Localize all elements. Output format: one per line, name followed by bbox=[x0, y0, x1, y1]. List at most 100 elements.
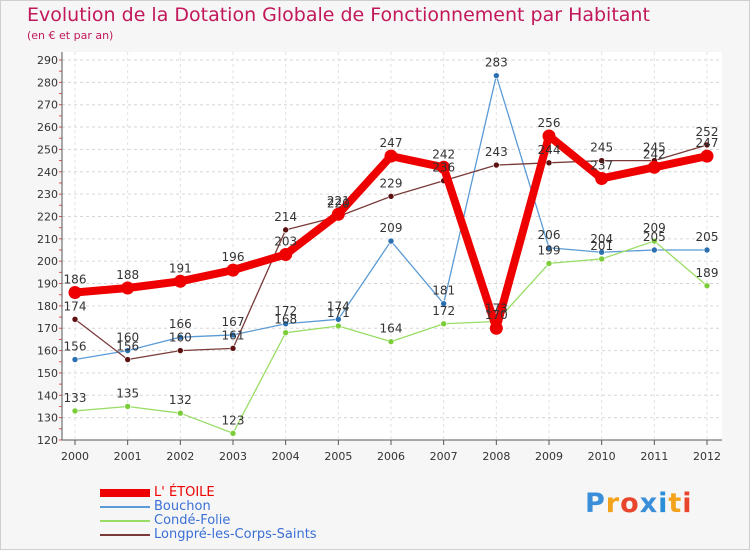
data-label: 188 bbox=[116, 268, 139, 282]
y-tick-label: 240 bbox=[37, 166, 58, 179]
data-point-cond-folie bbox=[703, 282, 711, 290]
y-tick-label: 150 bbox=[37, 367, 58, 380]
data-point-l-toile bbox=[489, 321, 503, 335]
data-label: 201 bbox=[590, 239, 613, 253]
data-label: 256 bbox=[538, 116, 561, 130]
data-point-bouchon bbox=[177, 333, 184, 341]
data-point-cond-folie bbox=[651, 237, 658, 245]
data-label: 186 bbox=[64, 272, 87, 286]
data-point-l-toile bbox=[121, 281, 135, 295]
x-tick-label: 2007 bbox=[430, 450, 458, 463]
data-point-bouchon bbox=[387, 237, 395, 245]
data-label: 247 bbox=[696, 136, 719, 150]
y-tick-label: 290 bbox=[37, 54, 58, 67]
data-point-longpr-les-corps-saints bbox=[598, 157, 605, 164]
data-label: 237 bbox=[590, 158, 613, 172]
data-label: 205 bbox=[696, 230, 719, 244]
logo-letter: x bbox=[639, 488, 659, 519]
data-point-bouchon bbox=[282, 320, 289, 328]
data-label: 242 bbox=[643, 147, 666, 161]
data-point-cond-folie bbox=[71, 407, 79, 415]
data-label: 166 bbox=[169, 317, 192, 331]
data-label: 244 bbox=[538, 143, 561, 157]
y-tick-label: 270 bbox=[37, 99, 58, 112]
legend-item: Condé-Folie bbox=[100, 514, 317, 528]
x-tick-label: 2002 bbox=[166, 450, 194, 463]
legend-label: L' ÉTOILE bbox=[154, 485, 215, 500]
data-point-cond-folie bbox=[282, 329, 289, 337]
data-label: 191 bbox=[169, 261, 192, 275]
data-point-l-toile bbox=[700, 149, 714, 163]
data-point-l-toile bbox=[68, 285, 82, 299]
logo-letter: P bbox=[585, 488, 606, 519]
data-point-l-toile bbox=[331, 207, 345, 221]
data-label: 245 bbox=[590, 141, 613, 155]
data-point-longpr-les-corps-saints bbox=[177, 347, 184, 354]
legend-label: Longpré-les-Corps-Saints bbox=[154, 527, 317, 542]
data-point-cond-folie bbox=[440, 320, 447, 328]
data-label: 132 bbox=[169, 393, 192, 407]
x-tick-label: 2004 bbox=[272, 450, 300, 463]
chart-legend: L' ÉTOILE Bouchon Condé-Folie Longpré-les-C… bbox=[100, 486, 317, 542]
data-label: 168 bbox=[274, 313, 297, 327]
data-point-bouchon bbox=[545, 244, 553, 252]
data-label: 174 bbox=[64, 299, 87, 313]
data-label: 160 bbox=[169, 331, 192, 345]
data-label: 214 bbox=[274, 210, 297, 224]
data-label: 172 bbox=[432, 304, 455, 318]
data-label: 196 bbox=[222, 250, 245, 264]
data-label: 171 bbox=[327, 306, 350, 320]
data-label: 156 bbox=[116, 340, 139, 354]
logo-letter: i bbox=[658, 488, 669, 519]
data-label: 236 bbox=[432, 161, 455, 175]
data-point-longpr-les-corps-saints bbox=[545, 159, 553, 167]
x-tick-label: 2000 bbox=[61, 450, 89, 463]
data-point-l-toile bbox=[279, 247, 293, 261]
y-tick-label: 170 bbox=[37, 322, 58, 335]
data-point-cond-folie bbox=[387, 338, 395, 345]
data-point-cond-folie bbox=[124, 403, 131, 410]
legend-label: Condé-Folie bbox=[154, 513, 231, 528]
legend-item: L' ÉTOILE bbox=[100, 486, 317, 500]
y-tick-label: 180 bbox=[37, 300, 58, 313]
y-tick-label: 200 bbox=[37, 255, 58, 268]
logo-letter: t bbox=[668, 488, 683, 519]
legend-item: Bouchon bbox=[100, 500, 317, 514]
data-point-cond-folie bbox=[598, 255, 605, 263]
legend-swatch bbox=[100, 488, 150, 497]
data-point-longpr-les-corps-saints bbox=[282, 226, 289, 234]
data-point-l-toile bbox=[595, 171, 609, 185]
data-point-l-toile bbox=[647, 160, 661, 174]
data-point-longpr-les-corps-saints bbox=[387, 193, 395, 200]
y-tick-label: 190 bbox=[37, 278, 58, 291]
legend-swatch bbox=[100, 505, 150, 508]
y-tick-label: 280 bbox=[37, 76, 58, 89]
x-tick-label: 2005 bbox=[324, 450, 352, 463]
plot-area bbox=[62, 52, 722, 440]
data-label: 170 bbox=[485, 308, 508, 322]
y-tick-label: 230 bbox=[37, 188, 58, 201]
data-point-bouchon bbox=[71, 356, 79, 363]
x-tick-label: 2009 bbox=[535, 450, 563, 463]
chart-subtitle: (en € et par an) bbox=[27, 29, 114, 42]
data-label: 160 bbox=[116, 331, 139, 345]
x-tick-label: 2010 bbox=[588, 450, 616, 463]
data-point-longpr-les-corps-saints bbox=[124, 356, 131, 363]
data-point-l-toile bbox=[384, 149, 398, 163]
x-tick-label: 2008 bbox=[482, 450, 510, 463]
legend-item: Longpré-les-Corps-Saints bbox=[100, 528, 317, 542]
y-tick-label: 250 bbox=[37, 143, 58, 156]
data-label: 167 bbox=[222, 315, 245, 329]
legend-swatch bbox=[100, 519, 150, 522]
data-point-bouchon bbox=[598, 248, 605, 256]
data-label: 221 bbox=[327, 194, 350, 208]
data-point-longpr-les-corps-saints bbox=[493, 161, 500, 169]
data-label: 172 bbox=[274, 304, 297, 318]
data-point-cond-folie bbox=[545, 260, 553, 267]
y-tick-label: 120 bbox=[37, 434, 58, 447]
data-label: 123 bbox=[222, 413, 245, 427]
logo-letter: o bbox=[620, 488, 640, 519]
y-tick-label: 220 bbox=[37, 210, 58, 223]
y-tick-label: 140 bbox=[37, 389, 58, 402]
